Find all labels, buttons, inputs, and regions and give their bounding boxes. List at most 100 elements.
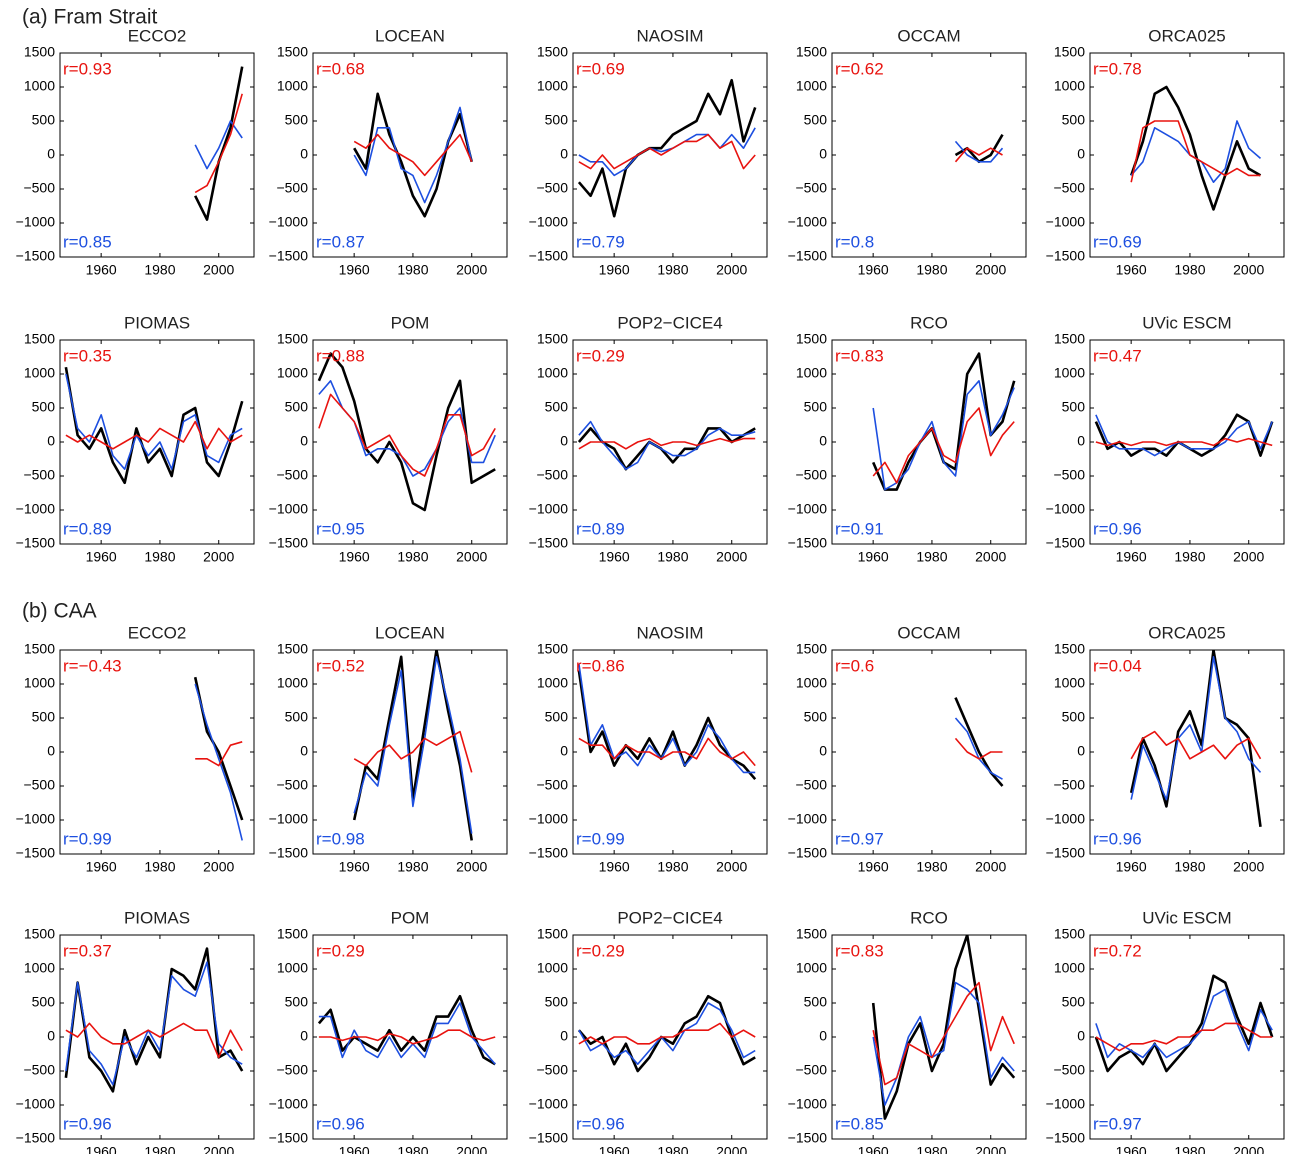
y-tick-label: −1500 (788, 845, 828, 861)
correlation-label: r=0.99 (63, 829, 112, 848)
correlation-label: r=0.29 (576, 346, 625, 365)
y-tick-label: −1000 (788, 1096, 828, 1112)
panel: UVic ESCM −1500 −1000 −500 0 500 1000 1500 1960 1… (1046, 313, 1285, 565)
y-tick-label: 1000 (1054, 960, 1085, 976)
y-tick-label: −1500 (529, 1130, 569, 1146)
data-line (954, 140, 1004, 163)
y-tick-label: −500 (795, 1062, 827, 1078)
data-line (193, 676, 244, 821)
y-tick-label: −1500 (269, 1130, 309, 1146)
data-line (353, 656, 473, 834)
y-tick-label: 0 (819, 1028, 827, 1044)
panel: ORCA025 −1500 −1000 −500 0 500 1000 1500 1960 198… (1046, 623, 1285, 875)
data-line (1094, 974, 1274, 1073)
y-tick-label: −500 (1053, 467, 1085, 483)
panel-title: OCCAM (897, 623, 960, 642)
panel-title: OCCAM (897, 26, 960, 45)
panel: RCO −1500 −1000 −500 0 500 1000 1500 1960 1980 200… (788, 313, 1027, 565)
y-tick-label: 1500 (277, 331, 308, 347)
y-tick-label: −1000 (269, 214, 309, 230)
panel: ECCO2 −1500 −1000 −500 0 500 1000 1500 1960 1980 2… (16, 26, 255, 278)
y-tick-label: −1000 (269, 811, 309, 827)
panel: POM −1500 −1000 −500 0 500 1000 1500 1960 1980 200… (269, 313, 508, 565)
correlation-label: r=0.69 (576, 59, 625, 78)
x-tick-label: 1960 (858, 262, 889, 278)
panel-title: POM (391, 908, 430, 927)
plot-frame (312, 649, 508, 855)
y-tick-label: 500 (32, 399, 56, 415)
data-line (577, 427, 756, 471)
y-tick-label: −1000 (1046, 811, 1086, 827)
correlation-label: r=0.69 (1093, 232, 1142, 251)
data-line (353, 106, 473, 204)
data-line (1130, 730, 1262, 760)
x-tick-label: 1960 (599, 859, 630, 875)
panel: NAOSIM −1500 −1000 −500 0 500 1000 1500 1960 1980… (529, 623, 768, 875)
y-tick-label: −500 (795, 467, 827, 483)
y-tick-label: 1000 (24, 675, 55, 691)
x-tick-label: 1980 (397, 549, 428, 565)
correlation-label: r=0.96 (576, 1114, 625, 1133)
y-tick-label: 1000 (277, 78, 308, 94)
y-tick-label: 1000 (796, 675, 827, 691)
plot-frame (831, 649, 1027, 855)
data-line (578, 1022, 756, 1045)
panel: PIOMAS −1500 −1000 −500 0 500 1000 1500 1960 1980… (16, 908, 255, 1154)
y-tick-label: 500 (1062, 709, 1086, 725)
correlation-label: r=0.96 (1093, 829, 1142, 848)
x-tick-label: 1980 (657, 859, 688, 875)
panel: RCO −1500 −1000 −500 0 500 1000 1500 1960 1980 200… (788, 908, 1027, 1154)
y-tick-label: 0 (300, 743, 308, 759)
x-tick-label: 2000 (975, 1144, 1006, 1154)
y-tick-label: −1500 (788, 1130, 828, 1146)
correlation-label: r=0.89 (63, 519, 112, 538)
correlation-label: r=0.35 (63, 346, 112, 365)
y-tick-label: 1000 (537, 960, 568, 976)
plot-frame (1089, 649, 1285, 855)
data-line (353, 730, 473, 773)
y-tick-label: −1000 (529, 501, 569, 517)
x-tick-label: 1960 (599, 262, 630, 278)
y-tick-label: 1500 (537, 641, 568, 657)
x-tick-label: 1980 (1174, 1144, 1205, 1154)
plot-frame (59, 52, 255, 258)
y-tick-label: 1000 (537, 365, 568, 381)
plot-lines (1094, 413, 1274, 457)
x-tick-label: 1960 (1116, 859, 1147, 875)
y-tick-label: 1500 (24, 641, 55, 657)
y-tick-label: 0 (1077, 433, 1085, 449)
y-tick-label: −1500 (1046, 248, 1086, 264)
y-tick-label: 0 (47, 1028, 55, 1044)
y-tick-label: −1000 (16, 811, 56, 827)
data-line (64, 366, 244, 485)
plot-lines (353, 92, 473, 218)
y-tick-label: 0 (560, 433, 568, 449)
x-tick-label: 1960 (339, 549, 370, 565)
y-tick-label: −1000 (788, 214, 828, 230)
y-tick-label: 1000 (277, 675, 308, 691)
y-tick-label: −1000 (16, 214, 56, 230)
x-tick-label: 2000 (975, 549, 1006, 565)
correlation-label: r=0.29 (576, 941, 625, 960)
plot-lines (1094, 974, 1274, 1073)
data-line (65, 961, 243, 1086)
y-tick-label: −1500 (529, 248, 569, 264)
panel-title: UVic ESCM (1142, 908, 1231, 927)
correlation-label: r=0.78 (1093, 59, 1142, 78)
panel-title: POP2−CICE4 (617, 313, 722, 332)
panel: POM −1500 −1000 −500 0 500 1000 1500 1960 1980 200… (269, 908, 508, 1154)
y-tick-label: 500 (545, 709, 569, 725)
y-tick-label: 1500 (277, 641, 308, 657)
panel: OCCAM −1500 −1000 −500 0 500 1000 1500 1960 1980 2… (788, 26, 1027, 278)
y-tick-label: 1500 (277, 926, 308, 942)
y-tick-label: 500 (285, 994, 309, 1010)
correlation-label: r=0.96 (63, 1114, 112, 1133)
plot-frame (572, 649, 768, 855)
x-tick-label: 1960 (86, 549, 117, 565)
correlation-label: r=0.47 (1093, 346, 1142, 365)
panel-title: NAOSIM (636, 623, 703, 642)
x-tick-label: 1960 (858, 549, 889, 565)
y-tick-label: 0 (560, 743, 568, 759)
x-tick-label: 1980 (144, 1144, 175, 1154)
data-line (578, 127, 756, 177)
